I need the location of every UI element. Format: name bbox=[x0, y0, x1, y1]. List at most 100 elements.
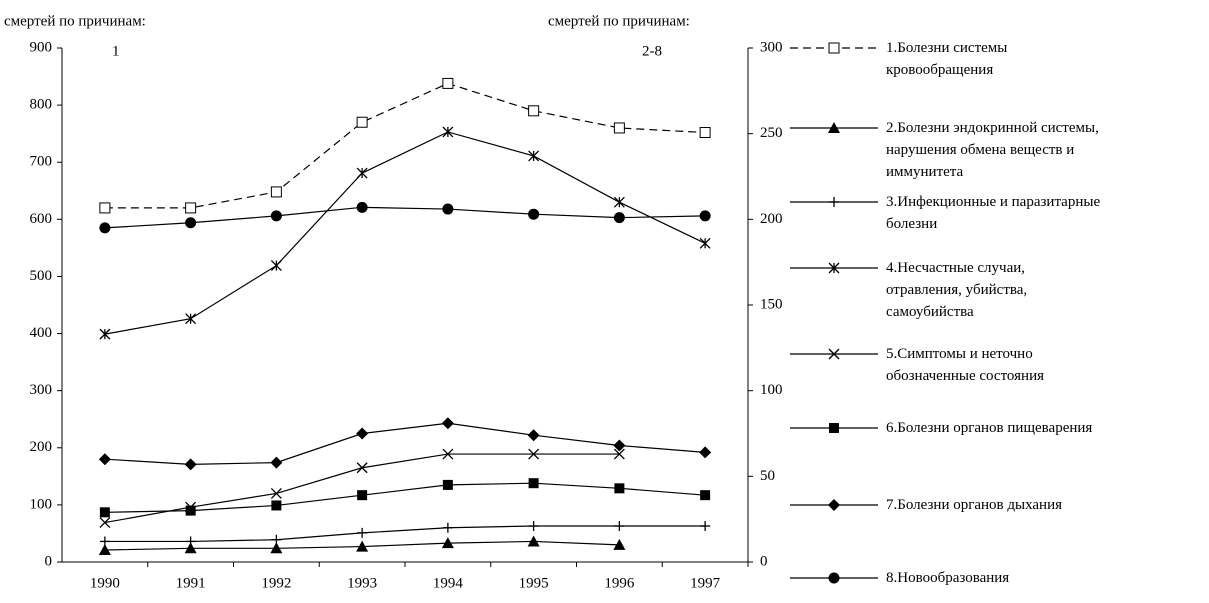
marker bbox=[828, 572, 840, 584]
y-tick-label: 700 bbox=[30, 154, 53, 170]
marker bbox=[356, 462, 368, 474]
marker bbox=[442, 522, 453, 533]
marker bbox=[528, 448, 540, 460]
marker bbox=[528, 478, 539, 489]
marker bbox=[528, 105, 540, 117]
y2-tick-label: 150 bbox=[760, 296, 783, 312]
y2-tick-label: 0 bbox=[760, 553, 768, 569]
marker bbox=[270, 542, 283, 554]
left-axis-note: 1 bbox=[112, 43, 120, 59]
marker bbox=[829, 197, 839, 207]
marker bbox=[99, 328, 111, 340]
series-line bbox=[104, 131, 706, 335]
marker bbox=[613, 196, 625, 208]
marker bbox=[185, 202, 197, 214]
marker bbox=[442, 203, 454, 215]
marker bbox=[613, 439, 626, 452]
series-line bbox=[104, 482, 706, 513]
marker bbox=[356, 167, 368, 179]
marker bbox=[700, 490, 711, 501]
marker bbox=[356, 427, 369, 440]
marker bbox=[356, 540, 369, 552]
series-line bbox=[104, 422, 706, 465]
marker bbox=[442, 126, 454, 138]
marker bbox=[527, 429, 540, 442]
marker bbox=[270, 210, 282, 222]
y2-tick-label: 200 bbox=[760, 211, 783, 227]
x-tick-label: 1993 bbox=[347, 575, 377, 591]
marker bbox=[98, 453, 111, 466]
marker bbox=[528, 150, 540, 162]
marker bbox=[614, 483, 625, 494]
series-line bbox=[104, 206, 706, 229]
marker bbox=[99, 536, 110, 547]
marker bbox=[184, 542, 197, 554]
marker bbox=[184, 458, 197, 471]
x-tick-label: 1992 bbox=[261, 575, 291, 591]
legend-label: 1.Болезни системы кровообращения bbox=[886, 40, 1008, 78]
marker bbox=[699, 210, 711, 222]
marker bbox=[185, 313, 197, 325]
y-tick-label: 900 bbox=[30, 39, 53, 55]
marker bbox=[613, 122, 625, 134]
marker bbox=[828, 262, 840, 274]
legend-label: 2.Болезни эндокринной системы, нарушения… bbox=[886, 120, 1099, 180]
y-tick-label: 600 bbox=[30, 211, 53, 227]
right-axis-note: 2-8 bbox=[642, 43, 662, 59]
marker bbox=[270, 186, 282, 198]
marker bbox=[271, 534, 282, 545]
y-tick-label: 400 bbox=[30, 325, 53, 341]
marker bbox=[528, 208, 540, 220]
legend-label: 6.Болезни органов пищеварения bbox=[886, 420, 1093, 436]
marker bbox=[98, 544, 111, 556]
y2-tick-label: 250 bbox=[760, 125, 783, 141]
marker bbox=[270, 456, 283, 469]
marker bbox=[699, 127, 711, 139]
y-tick-label: 0 bbox=[45, 553, 53, 569]
marker bbox=[357, 490, 368, 501]
left-header: смертей по причинам: bbox=[4, 13, 146, 29]
marker bbox=[442, 479, 453, 490]
y-tick-label: 800 bbox=[30, 97, 53, 113]
series-line bbox=[104, 525, 706, 543]
marker bbox=[828, 42, 840, 54]
right-header: смертей по причинам: bbox=[548, 13, 690, 29]
y2-tick-label: 100 bbox=[760, 382, 783, 398]
series-line bbox=[104, 82, 706, 209]
legend-label: 8.Новообразования bbox=[886, 570, 1010, 586]
legend-label: 5.Симптомы и неточно обозначенные состоя… bbox=[886, 346, 1044, 384]
marker bbox=[699, 237, 711, 249]
marker bbox=[614, 521, 625, 532]
legend-label: 4.Несчастные случаи, отравления, убийств… bbox=[886, 260, 1028, 320]
marker bbox=[700, 521, 711, 532]
x-tick-label: 1991 bbox=[176, 575, 206, 591]
y-tick-label: 200 bbox=[30, 439, 53, 455]
legend-label: 3.Инфекционные и паразитарные болезни bbox=[886, 194, 1101, 232]
marker bbox=[441, 537, 454, 549]
y-tick-label: 500 bbox=[30, 268, 53, 284]
marker bbox=[528, 521, 539, 532]
marker bbox=[99, 507, 110, 518]
marker bbox=[613, 538, 626, 550]
marker bbox=[270, 260, 282, 272]
marker bbox=[441, 417, 454, 430]
y2-tick-label: 300 bbox=[760, 39, 783, 55]
marker bbox=[356, 116, 368, 128]
marker bbox=[699, 446, 712, 459]
x-tick-label: 1996 bbox=[604, 575, 635, 591]
x-tick-label: 1997 bbox=[690, 575, 721, 591]
marker bbox=[442, 448, 454, 460]
marker bbox=[829, 423, 839, 433]
marker bbox=[828, 348, 840, 360]
marker bbox=[613, 448, 625, 460]
marker bbox=[357, 527, 368, 538]
marker bbox=[442, 77, 454, 89]
legend-label: 7.Болезни органов дыхания bbox=[886, 497, 1063, 513]
y-tick-label: 300 bbox=[30, 382, 53, 398]
x-tick-label: 1990 bbox=[90, 575, 120, 591]
x-tick-label: 1995 bbox=[519, 575, 549, 591]
marker bbox=[527, 535, 540, 547]
marker bbox=[270, 488, 282, 499]
